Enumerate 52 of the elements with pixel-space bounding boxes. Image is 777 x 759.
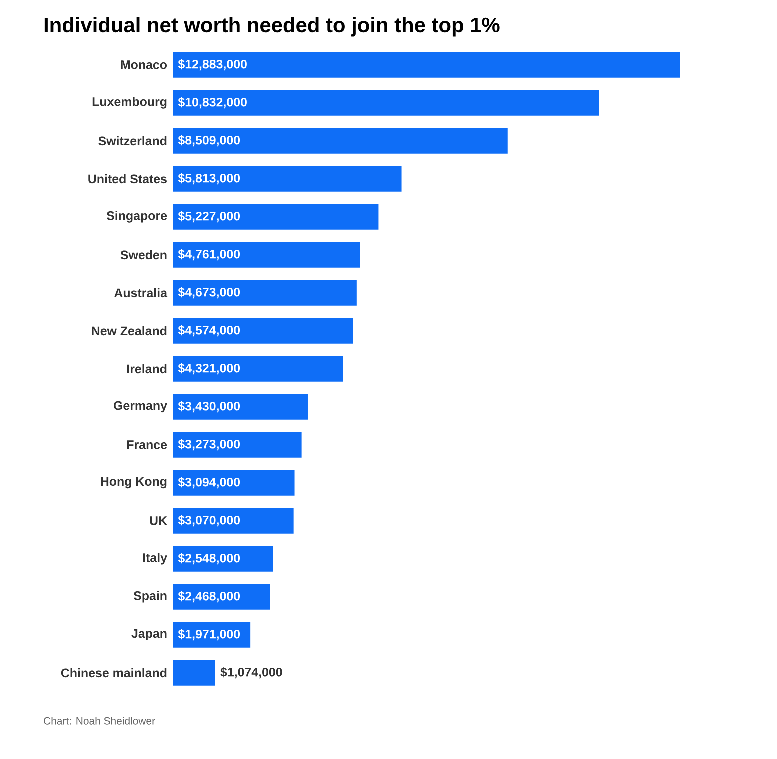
data-label: $1,074,000 <box>220 667 282 679</box>
bar <box>173 52 680 78</box>
data-label: $3,430,000 <box>178 401 240 413</box>
y-tick-label: Japan <box>132 629 167 641</box>
bar <box>173 660 216 686</box>
y-tick-label: Monaco <box>121 60 168 70</box>
bar <box>173 356 344 382</box>
y-tick-label: Switzerland <box>98 136 167 146</box>
bar <box>173 432 302 458</box>
bar <box>173 546 274 572</box>
bar <box>173 584 270 610</box>
data-label: $4,574,000 <box>178 325 240 337</box>
data-label: $2,468,000 <box>178 591 240 603</box>
data-label: $3,070,000 <box>178 515 240 527</box>
bar <box>173 470 295 496</box>
data-label: $1,971,000 <box>178 629 240 641</box>
data-label: $5,813,000 <box>178 173 240 185</box>
chart-title: Individual net worth needed to join the top 1% <box>44 17 500 37</box>
data-label: $8,509,000 <box>178 135 240 147</box>
bar <box>173 394 308 420</box>
y-tick-label: United States <box>88 174 167 184</box>
y-tick-label: UK <box>150 516 168 526</box>
data-label: $12,883,000 <box>178 59 247 71</box>
data-label: $4,321,000 <box>178 363 240 375</box>
y-tick-label: Chinese mainland <box>61 668 167 678</box>
data-label: $10,832,000 <box>178 97 247 109</box>
y-tick-label: Ireland <box>127 364 167 374</box>
y-tick-label: Italy <box>143 553 168 565</box>
bar <box>173 242 360 268</box>
y-tick-label: Luxembourg <box>92 97 167 109</box>
data-label: $4,673,000 <box>178 287 240 299</box>
data-label: $4,761,000 <box>178 249 240 261</box>
bar <box>173 280 357 306</box>
bar <box>173 90 600 116</box>
bar <box>173 318 354 344</box>
bar <box>173 508 294 534</box>
y-tick-label: Singapore <box>106 211 168 223</box>
bar <box>173 166 402 192</box>
data-label: $2,548,000 <box>178 553 240 565</box>
y-tick-label: Spain <box>134 591 167 603</box>
y-tick-label: Germany <box>114 401 168 413</box>
bar <box>173 128 508 154</box>
data-label: $3,094,000 <box>178 477 240 489</box>
data-label: $3,273,000 <box>178 439 240 451</box>
data-label: $5,227,000 <box>178 211 240 223</box>
bar <box>173 204 379 230</box>
y-tick-label: France <box>127 440 168 450</box>
y-tick-label: Australia <box>114 288 168 298</box>
y-tick-label: Sweden <box>120 250 167 260</box>
y-tick-label: Hong Kong <box>101 477 167 489</box>
text: Chart: Noah Sheidlower <box>44 717 156 725</box>
y-tick-label: New Zealand <box>92 326 167 336</box>
